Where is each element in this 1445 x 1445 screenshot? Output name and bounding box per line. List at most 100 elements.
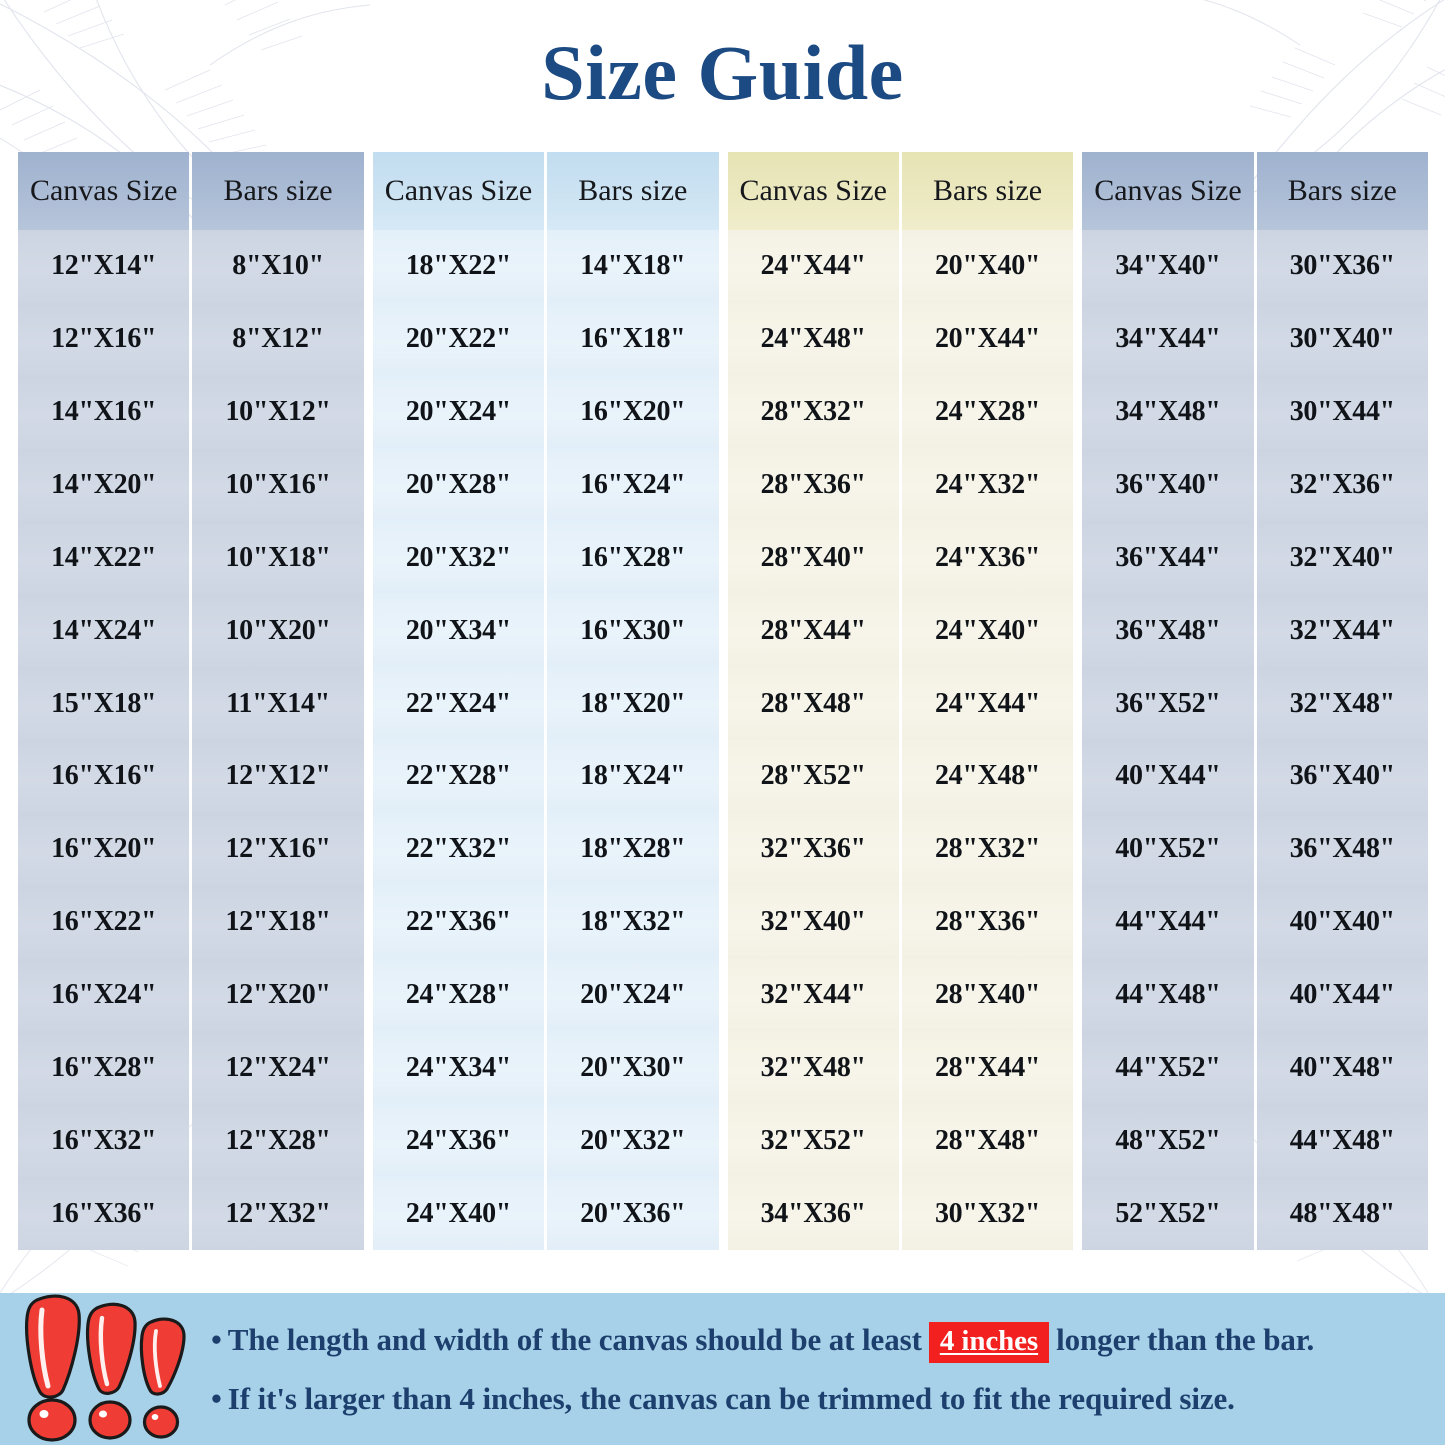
table-row: 12"X16" 8"X12" bbox=[18, 302, 364, 376]
exclamation-marks-icon bbox=[0, 1294, 205, 1444]
table-row: 34"X44" 30"X40" bbox=[1082, 302, 1428, 376]
table-row: 20"X24" 16"X20" bbox=[372, 375, 719, 449]
canvas-size-cell: 22"X24" bbox=[372, 667, 545, 741]
canvas-size-cell: 32"X40" bbox=[727, 885, 899, 959]
table-row: 22"X36" 18"X32" bbox=[372, 885, 719, 959]
bars-size-cell: 36"X48" bbox=[1256, 812, 1428, 886]
table-row: 34"X40" 30"X36" bbox=[1082, 230, 1428, 303]
column-header-canvas-size: Canvas Size bbox=[372, 152, 545, 230]
canvas-size-cell: 36"X40" bbox=[1082, 448, 1254, 522]
bars-size-cell: 16"X20" bbox=[547, 375, 719, 449]
table-row: 14"X22" 10"X18" bbox=[18, 521, 364, 595]
table-row: 44"X48" 40"X44" bbox=[1082, 958, 1428, 1032]
table-row: 44"X52" 40"X48" bbox=[1082, 1031, 1428, 1105]
table-header-row: Canvas Size Bars size bbox=[1082, 152, 1428, 230]
canvas-size-cell: 14"X20" bbox=[18, 448, 190, 522]
canvas-size-cell: 24"X34" bbox=[372, 1031, 545, 1105]
table-row: 40"X52" 36"X48" bbox=[1082, 812, 1428, 886]
bars-size-cell: 12"X18" bbox=[192, 885, 364, 959]
table-row: 32"X40" 28"X36" bbox=[727, 885, 1074, 959]
canvas-size-cell: 22"X32" bbox=[372, 812, 545, 886]
bars-size-cell: 28"X40" bbox=[901, 958, 1074, 1032]
table-row: 44"X44" 40"X40" bbox=[1082, 885, 1428, 959]
canvas-size-cell: 44"X52" bbox=[1082, 1031, 1254, 1105]
canvas-size-cell: 28"X48" bbox=[727, 667, 899, 741]
table-row: 32"X36" 28"X32" bbox=[727, 812, 1074, 886]
size-tables-container: Canvas Size Bars size 12"X14" 8"X10" 12"X16"… bbox=[18, 152, 1428, 1251]
table-row: 16"X36" 12"X32" bbox=[18, 1177, 364, 1251]
bars-size-cell: 10"X20" bbox=[192, 594, 364, 668]
canvas-size-cell: 14"X22" bbox=[18, 521, 190, 595]
canvas-size-cell: 16"X36" bbox=[18, 1177, 190, 1251]
table-row: 20"X32" 16"X28" bbox=[372, 521, 719, 595]
table-row: 28"X48" 24"X44" bbox=[727, 667, 1074, 741]
bars-size-cell: 24"X32" bbox=[901, 448, 1074, 522]
canvas-size-cell: 32"X52" bbox=[727, 1104, 899, 1178]
table-row: 22"X32" 18"X28" bbox=[372, 812, 719, 886]
bars-size-cell: 18"X32" bbox=[547, 885, 719, 959]
bars-size-cell: 30"X32" bbox=[901, 1177, 1074, 1251]
bars-size-cell: 20"X24" bbox=[547, 958, 719, 1032]
canvas-size-cell: 34"X48" bbox=[1082, 375, 1254, 449]
bars-size-cell: 20"X32" bbox=[547, 1104, 719, 1178]
column-header-bars-size: Bars size bbox=[547, 152, 719, 230]
footer-note-1-prefix: The length and width of the canvas shoul… bbox=[227, 1321, 922, 1357]
canvas-size-cell: 16"X32" bbox=[18, 1104, 190, 1178]
bars-size-cell: 10"X16" bbox=[192, 448, 364, 522]
canvas-size-cell: 12"X14" bbox=[18, 230, 190, 303]
bars-size-cell: 16"X28" bbox=[547, 521, 719, 595]
canvas-size-cell: 24"X40" bbox=[372, 1177, 545, 1251]
column-header-bars-size: Bars size bbox=[901, 152, 1074, 230]
canvas-size-cell: 40"X52" bbox=[1082, 812, 1254, 886]
table-row: 48"X52" 44"X48" bbox=[1082, 1104, 1428, 1178]
table-row: 20"X34" 16"X30" bbox=[372, 594, 719, 668]
bars-size-cell: 36"X40" bbox=[1256, 740, 1428, 813]
table-row: 32"X44" 28"X40" bbox=[727, 958, 1074, 1032]
canvas-size-cell: 28"X40" bbox=[727, 521, 899, 595]
table-row: 28"X44" 24"X40" bbox=[727, 594, 1074, 668]
bars-size-cell: 28"X48" bbox=[901, 1104, 1074, 1178]
table-row: 32"X48" 28"X44" bbox=[727, 1031, 1074, 1105]
table-row: 20"X22" 16"X18" bbox=[372, 302, 719, 376]
table-row: 36"X44" 32"X40" bbox=[1082, 521, 1428, 595]
bars-size-cell: 12"X32" bbox=[192, 1177, 364, 1251]
canvas-size-cell: 28"X52" bbox=[727, 740, 899, 813]
footer-note-2-text: If it's larger than 4 inches, the canvas… bbox=[227, 1380, 1235, 1416]
canvas-size-cell: 36"X44" bbox=[1082, 521, 1254, 595]
canvas-size-cell: 44"X48" bbox=[1082, 958, 1254, 1032]
bars-size-cell: 30"X40" bbox=[1256, 302, 1428, 376]
table-row: 40"X44" 36"X40" bbox=[1082, 740, 1428, 813]
canvas-size-cell: 16"X22" bbox=[18, 885, 190, 959]
bars-size-cell: 14"X18" bbox=[547, 230, 719, 303]
canvas-size-cell: 36"X48" bbox=[1082, 594, 1254, 668]
bars-size-cell: 16"X30" bbox=[547, 594, 719, 668]
table-row: 15"X18" 11"X14" bbox=[18, 667, 364, 741]
bars-size-cell: 20"X36" bbox=[547, 1177, 719, 1251]
bars-size-cell: 20"X40" bbox=[901, 230, 1074, 303]
table-row: 24"X44" 20"X40" bbox=[727, 230, 1074, 303]
canvas-size-cell: 20"X32" bbox=[372, 521, 545, 595]
canvas-size-cell: 18"X22" bbox=[372, 230, 545, 303]
bars-size-cell: 32"X36" bbox=[1256, 448, 1428, 522]
table-row: 28"X32" 24"X28" bbox=[727, 375, 1074, 449]
bars-size-cell: 18"X24" bbox=[547, 740, 719, 813]
table-row: 22"X28" 18"X24" bbox=[372, 740, 719, 813]
table-row: 24"X36" 20"X32" bbox=[372, 1104, 719, 1178]
size-table-2: Canvas Size Bars size 18"X22" 14"X18" 20"X22… bbox=[372, 152, 719, 1251]
bars-size-cell: 32"X48" bbox=[1256, 667, 1428, 741]
canvas-size-cell: 34"X36" bbox=[727, 1177, 899, 1251]
canvas-size-cell: 36"X52" bbox=[1082, 667, 1254, 741]
bullet-glyph: • bbox=[211, 1321, 222, 1357]
footer-note-1-suffix: longer than the bar. bbox=[1056, 1321, 1315, 1357]
canvas-size-cell: 22"X28" bbox=[372, 740, 545, 813]
bars-size-cell: 40"X44" bbox=[1256, 958, 1428, 1032]
canvas-size-cell: 28"X36" bbox=[727, 448, 899, 522]
page-title: Size Guide bbox=[541, 29, 904, 116]
canvas-size-cell: 20"X28" bbox=[372, 448, 545, 522]
bars-size-cell: 8"X12" bbox=[192, 302, 364, 376]
bars-size-cell: 10"X12" bbox=[192, 375, 364, 449]
table-row: 14"X20" 10"X16" bbox=[18, 448, 364, 522]
table-header-row: Canvas Size Bars size bbox=[727, 152, 1074, 230]
table-header-row: Canvas Size Bars size bbox=[18, 152, 364, 230]
footer-notes: • The length and width of the canvas shou… bbox=[205, 1320, 1445, 1419]
